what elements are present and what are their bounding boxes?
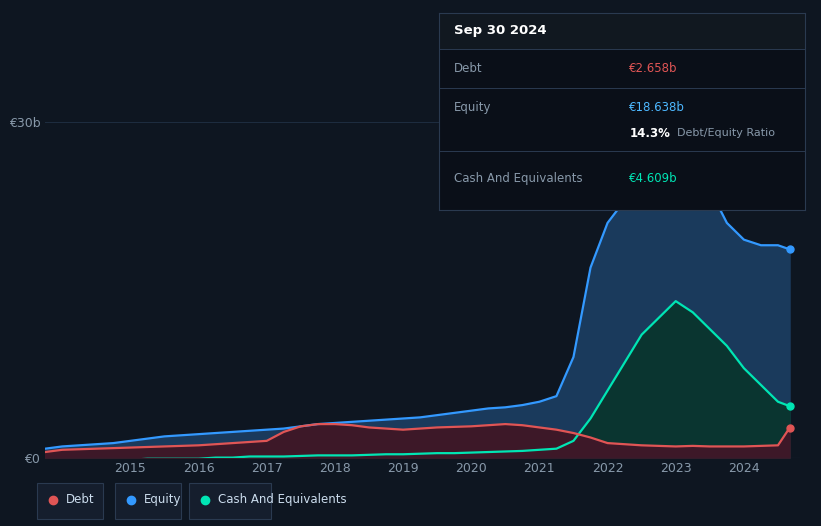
FancyBboxPatch shape [37, 483, 103, 519]
Bar [439, 13, 805, 48]
Text: €18.638b: €18.638b [629, 102, 685, 114]
Text: Debt: Debt [66, 493, 94, 506]
Text: 14.3%: 14.3% [629, 127, 670, 140]
Text: Equity: Equity [144, 493, 181, 506]
FancyBboxPatch shape [189, 483, 271, 519]
Text: Debt: Debt [454, 62, 483, 75]
Text: Sep 30 2024: Sep 30 2024 [454, 24, 547, 37]
Text: Debt/Equity Ratio: Debt/Equity Ratio [677, 128, 775, 138]
Text: €4.609b: €4.609b [629, 173, 678, 185]
FancyBboxPatch shape [115, 483, 181, 519]
Text: Equity: Equity [454, 102, 491, 114]
Text: €2.658b: €2.658b [629, 62, 677, 75]
Text: Cash And Equivalents: Cash And Equivalents [454, 173, 582, 185]
Text: Cash And Equivalents: Cash And Equivalents [218, 493, 346, 506]
